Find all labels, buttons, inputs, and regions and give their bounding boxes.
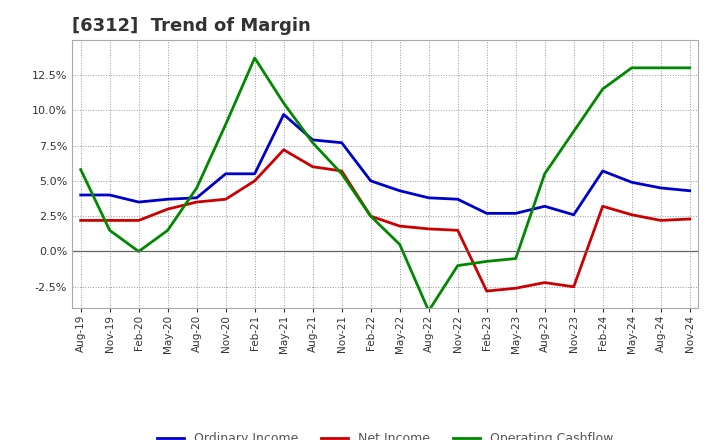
Legend: Ordinary Income, Net Income, Operating Cashflow: Ordinary Income, Net Income, Operating C…	[152, 427, 618, 440]
Ordinary Income	[570, 212, 578, 217]
Net Income	[395, 224, 404, 229]
Ordinary Income	[163, 197, 172, 202]
Operating Cashflow	[163, 227, 172, 233]
Ordinary Income	[279, 112, 288, 117]
Net Income	[135, 218, 143, 223]
Ordinary Income	[366, 178, 375, 183]
Ordinary Income	[627, 180, 636, 185]
Net Income	[511, 286, 520, 291]
Operating Cashflow	[482, 259, 491, 264]
Net Income	[570, 284, 578, 290]
Ordinary Income	[105, 192, 114, 198]
Net Income	[424, 226, 433, 231]
Operating Cashflow	[105, 227, 114, 233]
Operating Cashflow	[221, 122, 230, 127]
Operating Cashflow	[338, 171, 346, 176]
Operating Cashflow	[279, 100, 288, 106]
Net Income	[308, 164, 317, 169]
Ordinary Income	[685, 188, 694, 194]
Ordinary Income	[482, 211, 491, 216]
Net Income	[163, 206, 172, 212]
Operating Cashflow	[627, 65, 636, 70]
Operating Cashflow	[135, 249, 143, 254]
Operating Cashflow	[511, 256, 520, 261]
Line: Ordinary Income: Ordinary Income	[81, 114, 690, 215]
Net Income	[541, 280, 549, 285]
Ordinary Income	[454, 197, 462, 202]
Ordinary Income	[76, 192, 85, 198]
Net Income	[482, 288, 491, 293]
Ordinary Income	[424, 195, 433, 201]
Operating Cashflow	[570, 129, 578, 134]
Net Income	[598, 204, 607, 209]
Line: Net Income: Net Income	[81, 150, 690, 291]
Ordinary Income	[598, 169, 607, 174]
Net Income	[221, 197, 230, 202]
Net Income	[192, 199, 201, 205]
Net Income	[685, 216, 694, 222]
Ordinary Income	[192, 195, 201, 201]
Operating Cashflow	[366, 213, 375, 219]
Ordinary Income	[308, 137, 317, 143]
Net Income	[366, 213, 375, 219]
Operating Cashflow	[598, 86, 607, 92]
Net Income	[76, 218, 85, 223]
Ordinary Income	[338, 140, 346, 145]
Ordinary Income	[657, 185, 665, 191]
Ordinary Income	[511, 211, 520, 216]
Net Income	[657, 218, 665, 223]
Operating Cashflow	[308, 140, 317, 145]
Line: Operating Cashflow: Operating Cashflow	[81, 58, 690, 311]
Net Income	[279, 147, 288, 152]
Operating Cashflow	[424, 308, 433, 313]
Operating Cashflow	[251, 55, 259, 61]
Ordinary Income	[395, 188, 404, 194]
Operating Cashflow	[395, 242, 404, 247]
Net Income	[338, 169, 346, 174]
Operating Cashflow	[657, 65, 665, 70]
Operating Cashflow	[454, 263, 462, 268]
Ordinary Income	[221, 171, 230, 176]
Operating Cashflow	[192, 185, 201, 191]
Net Income	[627, 212, 636, 217]
Ordinary Income	[135, 199, 143, 205]
Net Income	[105, 218, 114, 223]
Operating Cashflow	[541, 171, 549, 176]
Net Income	[454, 227, 462, 233]
Ordinary Income	[251, 171, 259, 176]
Operating Cashflow	[76, 167, 85, 172]
Net Income	[251, 178, 259, 183]
Ordinary Income	[541, 204, 549, 209]
Text: [6312]  Trend of Margin: [6312] Trend of Margin	[72, 17, 311, 35]
Operating Cashflow	[685, 65, 694, 70]
